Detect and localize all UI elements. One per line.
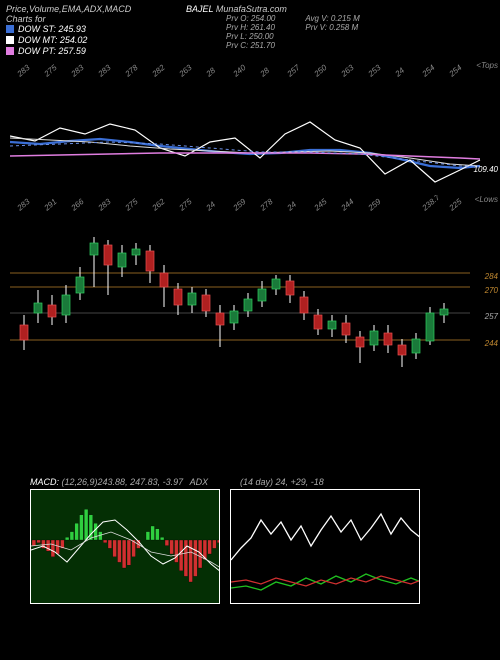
title-text: Price,Volume,EMA,ADX,MACD Charts for bbox=[6, 4, 146, 24]
svg-text:254: 254 bbox=[447, 63, 464, 79]
indicator-panels bbox=[0, 489, 500, 614]
svg-text:283: 283 bbox=[15, 197, 32, 213]
svg-text:262: 262 bbox=[150, 197, 167, 213]
svg-text:282: 282 bbox=[150, 63, 167, 79]
svg-text:238.7: 238.7 bbox=[420, 195, 442, 213]
svg-text:283: 283 bbox=[96, 63, 113, 79]
svg-text:24: 24 bbox=[393, 66, 407, 80]
svg-text:283: 283 bbox=[69, 63, 86, 79]
price-tag: 109.40 bbox=[474, 165, 498, 174]
svg-text:24: 24 bbox=[285, 200, 299, 214]
tops-label: <Tops bbox=[476, 61, 498, 70]
svg-text:250: 250 bbox=[312, 63, 329, 79]
chart-header: Price,Volume,EMA,ADX,MACD Charts for DOW… bbox=[0, 0, 500, 61]
svg-text:278: 278 bbox=[123, 63, 140, 79]
legend: DOW ST: 245.93DOW MT: 254.02DOW PT: 257.… bbox=[6, 24, 146, 56]
svg-text:253: 253 bbox=[366, 63, 383, 79]
macd-panel bbox=[30, 489, 220, 604]
svg-text:275: 275 bbox=[123, 197, 140, 213]
svg-text:291: 291 bbox=[42, 197, 59, 213]
svg-text:257: 257 bbox=[285, 63, 302, 79]
adx-panel bbox=[230, 489, 420, 604]
svg-text:275: 275 bbox=[42, 63, 59, 79]
svg-text:244: 244 bbox=[339, 197, 356, 213]
svg-text:278: 278 bbox=[258, 197, 275, 213]
candlestick-chart: 283 291 266 283 275 262 275 24 259 278 24 245 244 259… bbox=[0, 195, 500, 395]
ticker-symbol: BAJEL bbox=[186, 4, 213, 14]
macd-label: MACD: bbox=[30, 477, 59, 487]
svg-text:240: 240 bbox=[231, 63, 248, 79]
svg-text:275: 275 bbox=[177, 197, 194, 213]
svg-text:28: 28 bbox=[204, 66, 218, 80]
adx-label: ADX bbox=[190, 477, 209, 487]
macd-params: (12,26,9)243.88, 247.83, -3.97 bbox=[62, 477, 184, 487]
svg-text:245: 245 bbox=[312, 197, 329, 213]
svg-text:28: 28 bbox=[258, 66, 272, 80]
top-price-chart: 283 275 283 283 278 282 263 28 240 28 257 250 263 253… bbox=[0, 61, 500, 191]
svg-text:24: 24 bbox=[204, 200, 218, 214]
svg-text:266: 266 bbox=[69, 197, 86, 213]
indicator-labels: MACD: (12,26,9)243.88, 247.83, -3.97 ADX… bbox=[0, 475, 500, 489]
svg-text:263: 263 bbox=[339, 63, 356, 79]
svg-text:283: 283 bbox=[96, 197, 113, 213]
svg-text:263: 263 bbox=[177, 63, 194, 79]
svg-text:283: 283 bbox=[15, 63, 32, 79]
svg-text:259: 259 bbox=[231, 197, 248, 213]
svg-text:254: 254 bbox=[420, 63, 437, 79]
adx-params: (14 day) 24, +29, -18 bbox=[240, 477, 324, 487]
svg-text:259: 259 bbox=[366, 197, 383, 213]
svg-text:225: 225 bbox=[447, 197, 464, 213]
lows-label: <Lows bbox=[475, 195, 498, 204]
site-name: MunafaSutra.com bbox=[216, 4, 287, 14]
ohlc-stats: Prv O: 254.00Prv H: 261.40Prv L: 250.00P… bbox=[186, 14, 494, 50]
